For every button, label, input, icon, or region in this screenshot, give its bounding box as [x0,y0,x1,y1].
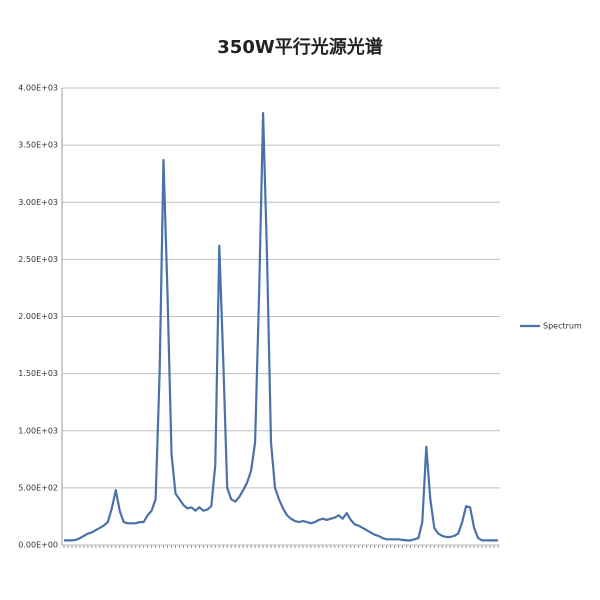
chart-title: 350W平行光源光谱 [217,36,382,58]
y-tick-label: 3.50E+03 [18,141,58,150]
y-tick-label: 5.00E+02 [18,483,58,492]
y-tick-label: 4.00E+03 [18,84,58,93]
y-tick-label: 0.00E+00 [18,541,58,550]
line-series [64,112,498,542]
y-tick-label: 3.00E+03 [18,198,58,207]
y-tick-label: 1.50E+03 [18,369,58,378]
y-tick-label: 2.00E+03 [18,312,58,321]
legend-label: Spectrum [543,322,582,331]
y-tick-label: 2.50E+03 [18,255,58,264]
y-tick-label: 1.00E+03 [18,426,58,435]
